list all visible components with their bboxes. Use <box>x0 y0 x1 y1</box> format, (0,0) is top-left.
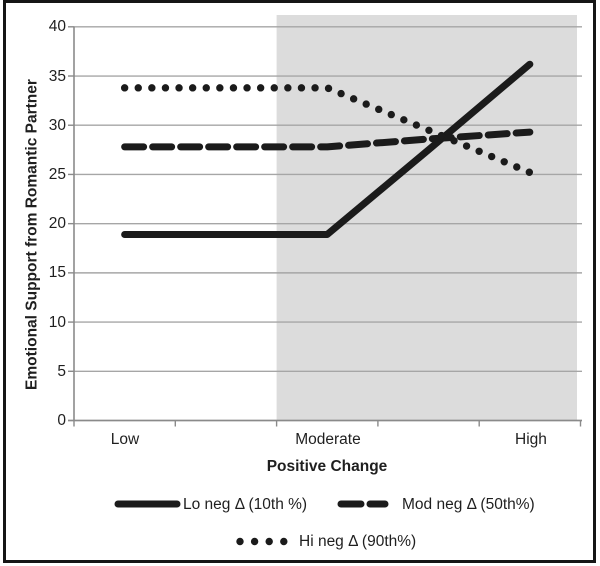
y-tick-label-15: 15 <box>48 264 66 282</box>
y-tick-label-10: 10 <box>48 313 66 331</box>
series-line-dotted <box>120 84 534 177</box>
y-tick-label-20: 20 <box>48 215 66 233</box>
y-tick-label-30: 30 <box>48 116 66 134</box>
y-tick-label-35: 35 <box>48 67 66 85</box>
x-tick-label-low: Low <box>110 431 140 448</box>
legend-label-lo-neg: Lo neg Δ (10th %) <box>183 496 308 513</box>
y-tick-label-40: 40 <box>48 18 66 36</box>
y-tick-label-25: 25 <box>48 165 66 183</box>
shaded-region <box>276 15 577 421</box>
y-tick-label-5: 5 <box>57 362 66 380</box>
y-axis-title: Emotional Support from Romantic Partner <box>23 79 41 390</box>
x-tick-label-moderate: Moderate <box>295 431 361 448</box>
series-line-solid <box>121 60 534 238</box>
legend-label-hi-neg: Hi neg Δ (90th%) <box>299 533 417 550</box>
y-tick-label-0: 0 <box>57 412 66 429</box>
x-tick-label-high: High <box>515 431 547 448</box>
x-axis-title: Positive Change <box>266 458 388 475</box>
series-line-dashed <box>121 128 534 151</box>
legend-label-mod-neg: Mod neg Δ (50th%) <box>402 496 535 513</box>
